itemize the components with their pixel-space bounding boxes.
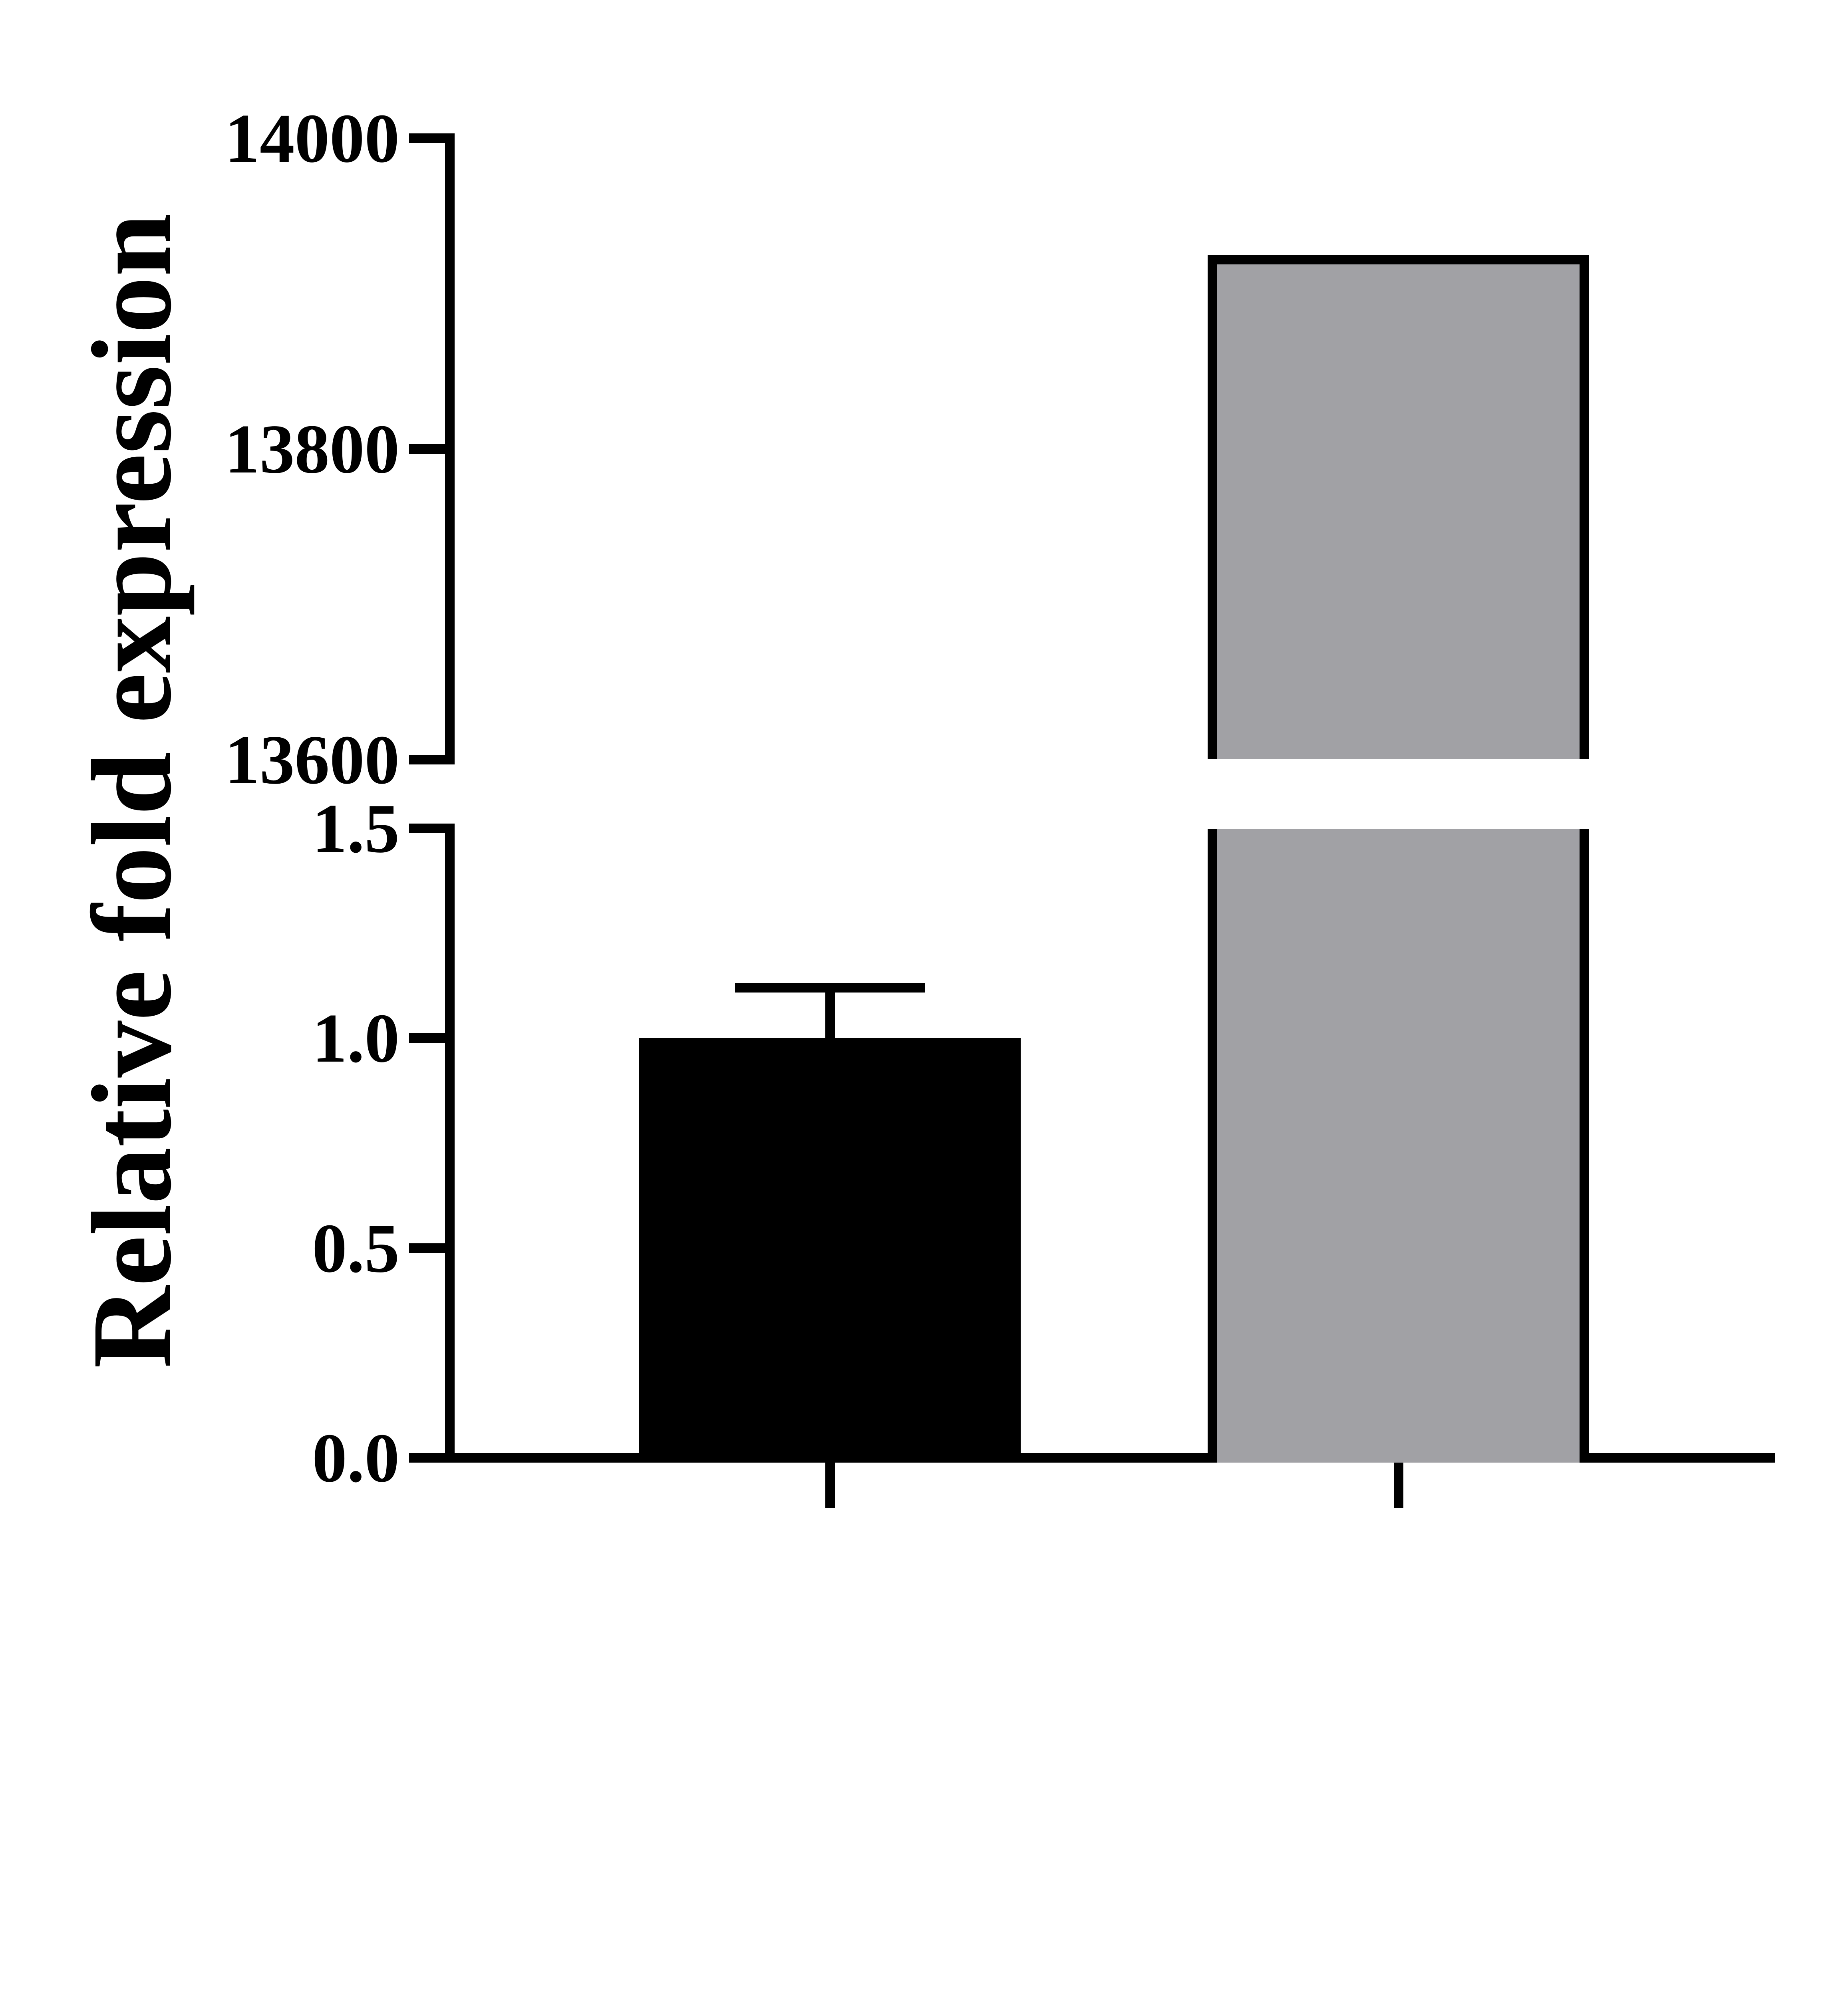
y-tick-label: 14000 [225,99,400,177]
y-tick-label: 1.5 [312,790,399,867]
y-tick-label: 0.5 [312,1209,399,1287]
y-tick-label: 13800 [225,410,400,488]
bar-0-rect [639,1038,1021,1463]
y-tick [409,824,455,833]
bar-1-lower-rect [1208,829,1589,1463]
y-tick [409,1243,455,1253]
y-axis-line-lower [445,824,455,1463]
error-bar-cap [735,983,925,993]
x-tick [1394,1463,1403,1508]
x-tick [825,1463,835,1508]
y-tick [409,133,455,143]
y-tick-label: 1.0 [312,999,399,1077]
error-bar-stem [825,988,835,1050]
y-tick-label: 0.0 [312,1419,399,1497]
y-tick [409,755,455,764]
y-tick [409,444,455,454]
y-tick [409,1453,455,1463]
y-tick [409,1033,455,1043]
bar-1-upper-rect [1208,255,1589,759]
y-tick-label: 13600 [225,721,400,798]
